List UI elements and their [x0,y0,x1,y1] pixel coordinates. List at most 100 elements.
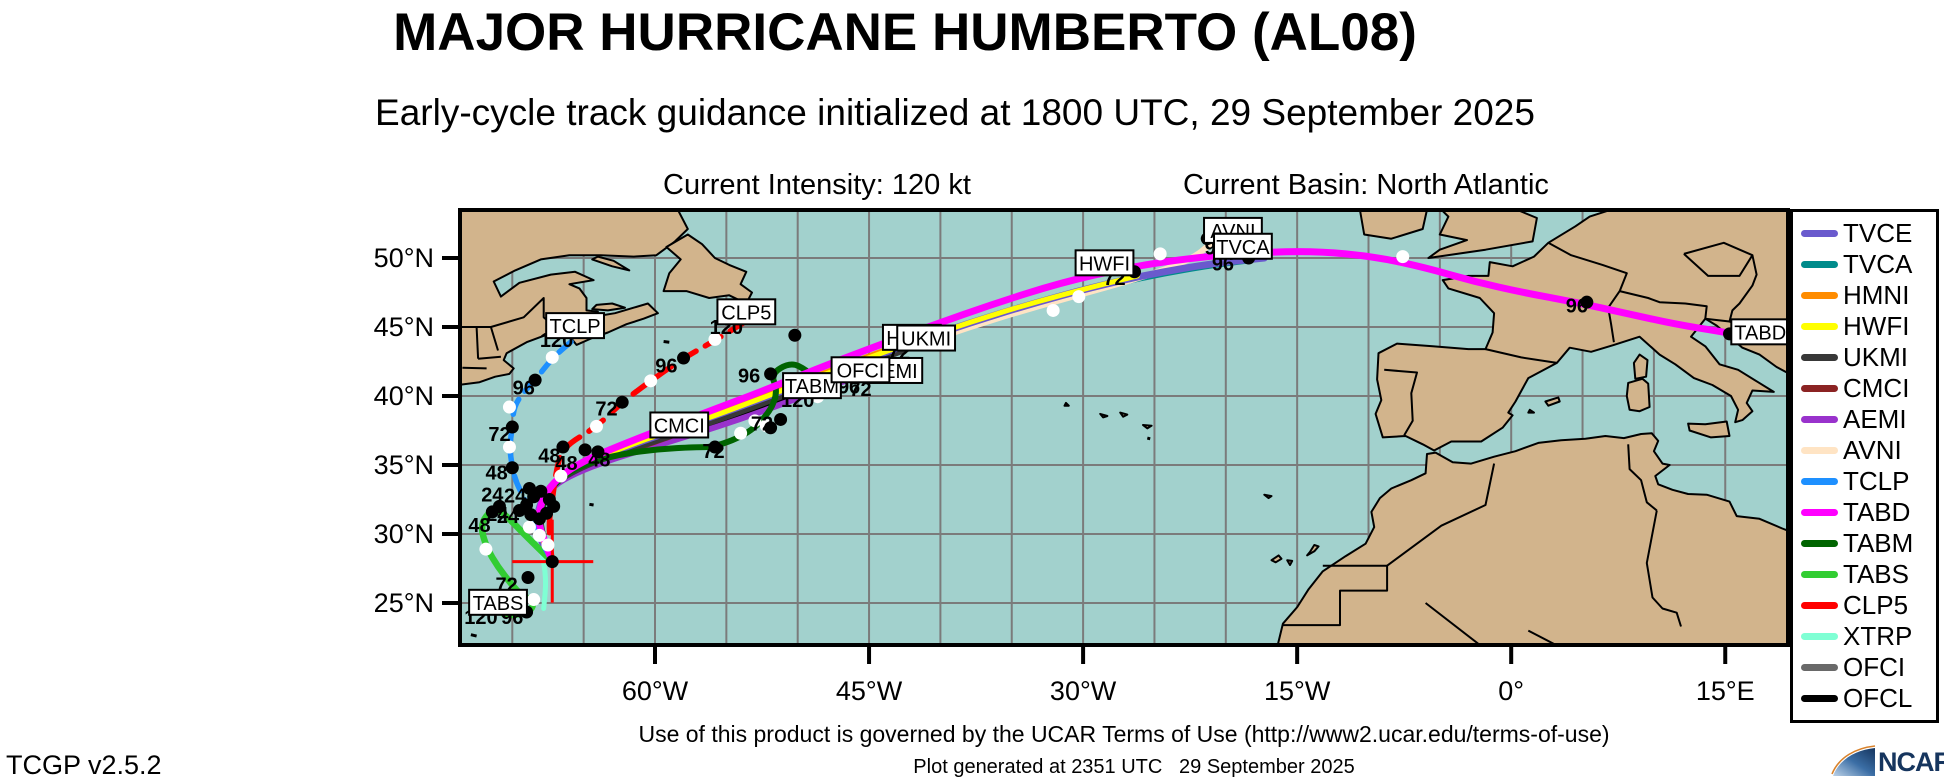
legend-entry-OFCL: OFCL [1801,683,1936,713]
white-position-dot [1153,247,1167,261]
white-position-dot [708,332,722,346]
track-TABD [535,248,1752,566]
white-position-dot [527,593,541,607]
legend-entry-HWFI: HWFI [1801,311,1936,341]
legend-entry-OFCI: OFCI [1801,652,1936,682]
legend-swatch-icon [1801,664,1838,671]
legend-swatch-icon [1801,323,1838,330]
white-position-dot [522,520,536,534]
white-position-dot [1046,303,1060,317]
legend-entry-HMNI: HMNI [1801,280,1936,310]
legend-swatch-icon [1801,633,1838,640]
hour-label: 24 [497,506,520,528]
black-position-dot [764,367,778,381]
terms-of-use: Use of this product is governed by the U… [638,721,1610,747]
legend-label: TABM [1843,528,1914,558]
black-position-dot [512,504,526,518]
legend-entry-AVNI: AVNI [1801,435,1936,465]
black-position-dot [528,373,542,387]
legend-swatch-icon [1801,540,1838,547]
ncar-swoosh-icon [1831,745,1876,776]
legend-swatch-icon [1801,292,1838,299]
model-label-OFCI: OFCI [830,356,891,384]
legend-entry-CMCI: CMCI [1801,373,1936,403]
legend-entry-AEMI: AEMI [1801,404,1936,434]
legend-entry-TABD: TABD [1801,497,1936,527]
hour-label: 96 [513,378,535,400]
svg-text:UKMI: UKMI [901,329,951,351]
black-position-dot [534,484,548,498]
model-label-TABS: TABS [468,588,528,616]
axis-ticks [442,256,1728,664]
hour-label: 72 [488,424,510,446]
lat-tick-label: 30°N [374,519,434,549]
legend-label: TCLP [1843,466,1910,496]
legend-entry-TVCA: TVCA [1801,249,1936,279]
map-frame [458,208,1790,647]
legend-swatch-icon [1801,230,1838,237]
hour-label: 72 [595,398,617,420]
current-intensity: Current Intensity: 120 kt [663,169,971,201]
black-position-dot [764,421,778,435]
svg-text:TABM: TABM [785,376,839,398]
legend-swatch-icon [1801,385,1838,392]
lon-tick-label: 30°W [1050,676,1117,706]
hour-label: 48 [485,463,507,485]
lon-tick-label: 15°E [1696,676,1755,706]
hour-label: 24 [504,485,527,507]
legend-label: OFCL [1843,683,1913,713]
legend-entry-TABS: TABS [1801,559,1936,589]
svg-text:HWFI: HWFI [1079,253,1130,275]
black-position-dot [1580,295,1594,309]
black-position-dot [545,555,559,569]
lon-tick-label: 15°W [1264,676,1331,706]
track-markers [479,232,1737,619]
legend-entry-XTRP: XTRP [1801,621,1936,651]
white-position-dot [1396,250,1410,264]
legend-swatch-icon [1801,571,1838,578]
hour-label: 96 [1566,296,1588,318]
legend-swatch-icon [1801,509,1838,516]
page-title: MAJOR HURRICANE HUMBERTO (AL08) [393,3,1417,62]
legend-entry-CLP5: CLP5 [1801,590,1936,620]
landmasses [460,210,1788,645]
legend-label: CMCI [1843,373,1910,403]
lon-tick-label: 60°W [622,676,689,706]
black-position-dot [505,420,519,434]
legend-swatch-icon [1801,261,1838,268]
hour-label: 24 [486,504,509,526]
lat-tick-label: 25°N [374,588,434,618]
current-basin: Current Basin: North Atlantic [1183,169,1549,201]
legend-entry-TVCE: TVCE [1801,218,1936,248]
hour-label: 48 [588,449,610,471]
subtitle: Early-cycle track guidance initialized a… [375,92,1535,133]
hour-label: 96 [655,356,677,378]
black-position-dot [774,412,788,426]
legend-swatch-icon [1801,602,1838,609]
model-label-TABD: TABD [1730,318,1791,346]
svg-text:TCLP: TCLP [550,316,601,338]
hour-label: 72 [849,379,871,401]
legend-label: OFCI [1843,652,1906,682]
legend-label: XTRP [1843,621,1913,651]
white-position-dot [734,426,748,440]
legend-label: CLP5 [1843,590,1909,620]
white-position-dot [541,538,555,552]
legend-label: TABD [1843,497,1911,527]
black-position-dot [578,443,592,457]
ncar-logo: NCAR [1830,744,1944,778]
white-position-dot [502,440,516,454]
legend-label: AVNI [1843,435,1902,465]
model-label-UKMI: UKMI [896,324,957,352]
black-position-dot [788,328,802,342]
legend-swatch-icon [1801,447,1838,454]
svg-text:TABD: TABD [1734,322,1786,344]
axis-tick-labels: 50°N 45°N 40°N 35°N 30°N 25°N 60°W 45°W 30°W 15°W… [374,243,1755,706]
model-label-TVCA: TVCA [1213,232,1273,260]
legend-label: TVCA [1843,249,1913,279]
model-label-HWFI: HWFI [1074,249,1135,277]
white-position-dot [748,414,762,428]
model-label-CLP5: CLP5 [716,298,777,326]
legend-swatch-icon [1801,416,1838,423]
